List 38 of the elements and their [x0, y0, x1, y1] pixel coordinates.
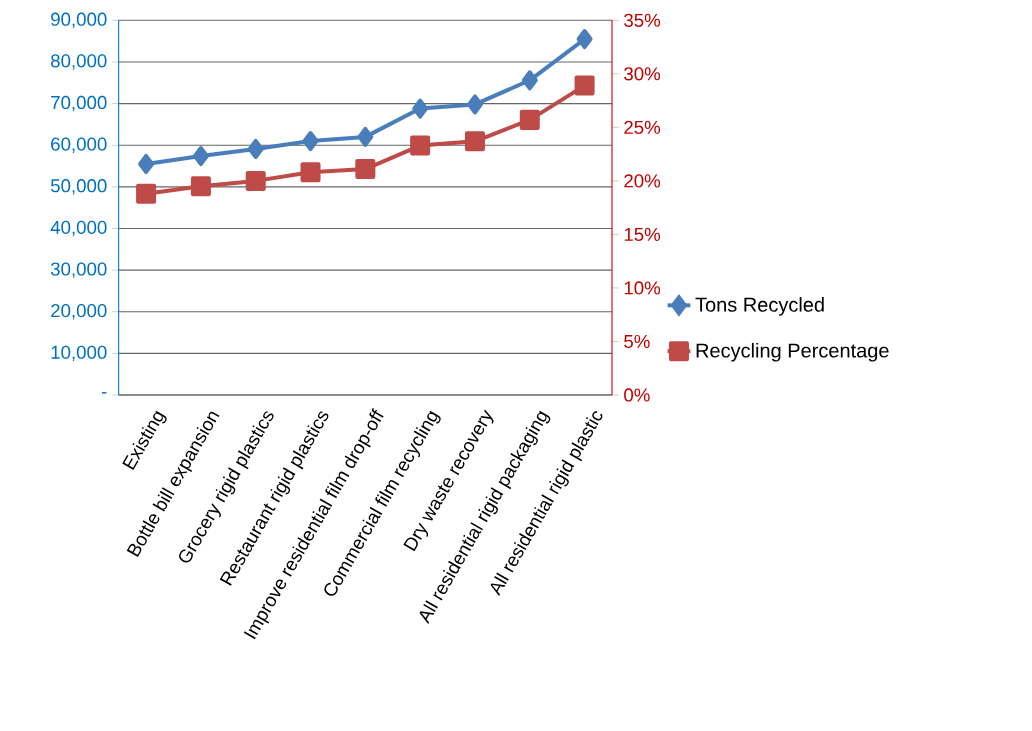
- point: [466, 94, 483, 115]
- y-tick-label: 50,000: [50, 179, 107, 195]
- point: [519, 109, 540, 130]
- y2-tick-label: 5%: [624, 334, 650, 349]
- point: [136, 183, 157, 204]
- point: [245, 170, 266, 191]
- point: [574, 75, 595, 96]
- y-tick-label: 40,000: [50, 220, 107, 237]
- y-tick-label: -: [101, 392, 107, 394]
- point: [300, 162, 321, 183]
- y2-tick-label: 20%: [624, 174, 661, 188]
- y-tick-label: 30,000: [50, 262, 107, 278]
- y-tick-label: 60,000: [51, 137, 107, 153]
- point: [410, 135, 431, 156]
- y-tick-label: 20,000: [51, 304, 107, 320]
- y-tick-label: 90,000: [51, 12, 107, 29]
- legend-label: Recycling Percentage: [696, 342, 889, 362]
- point: [138, 153, 155, 174]
- point: [464, 131, 485, 152]
- y2-tick-label: 25%: [624, 120, 661, 134]
- legend-label: Tons Recycled: [695, 297, 824, 316]
- y2-tick-label: 30%: [624, 67, 661, 81]
- point: [302, 131, 319, 152]
- point: [576, 29, 593, 50]
- point: [357, 126, 374, 147]
- y2-tick-label: 10%: [624, 281, 661, 295]
- point: [412, 98, 429, 119]
- y2-tick-label: 15%: [624, 227, 661, 241]
- y-tick-label: 80,000: [51, 54, 107, 70]
- point: [355, 159, 376, 180]
- point: [521, 70, 538, 91]
- point: [192, 146, 209, 167]
- point: [247, 138, 264, 159]
- y2-tick-label: 0%: [624, 388, 650, 402]
- y2-tick-label: 35%: [624, 13, 661, 27]
- y-tick-label: 10,000: [51, 345, 107, 362]
- point: [190, 176, 211, 197]
- y-tick-label: 70,000: [51, 95, 107, 112]
